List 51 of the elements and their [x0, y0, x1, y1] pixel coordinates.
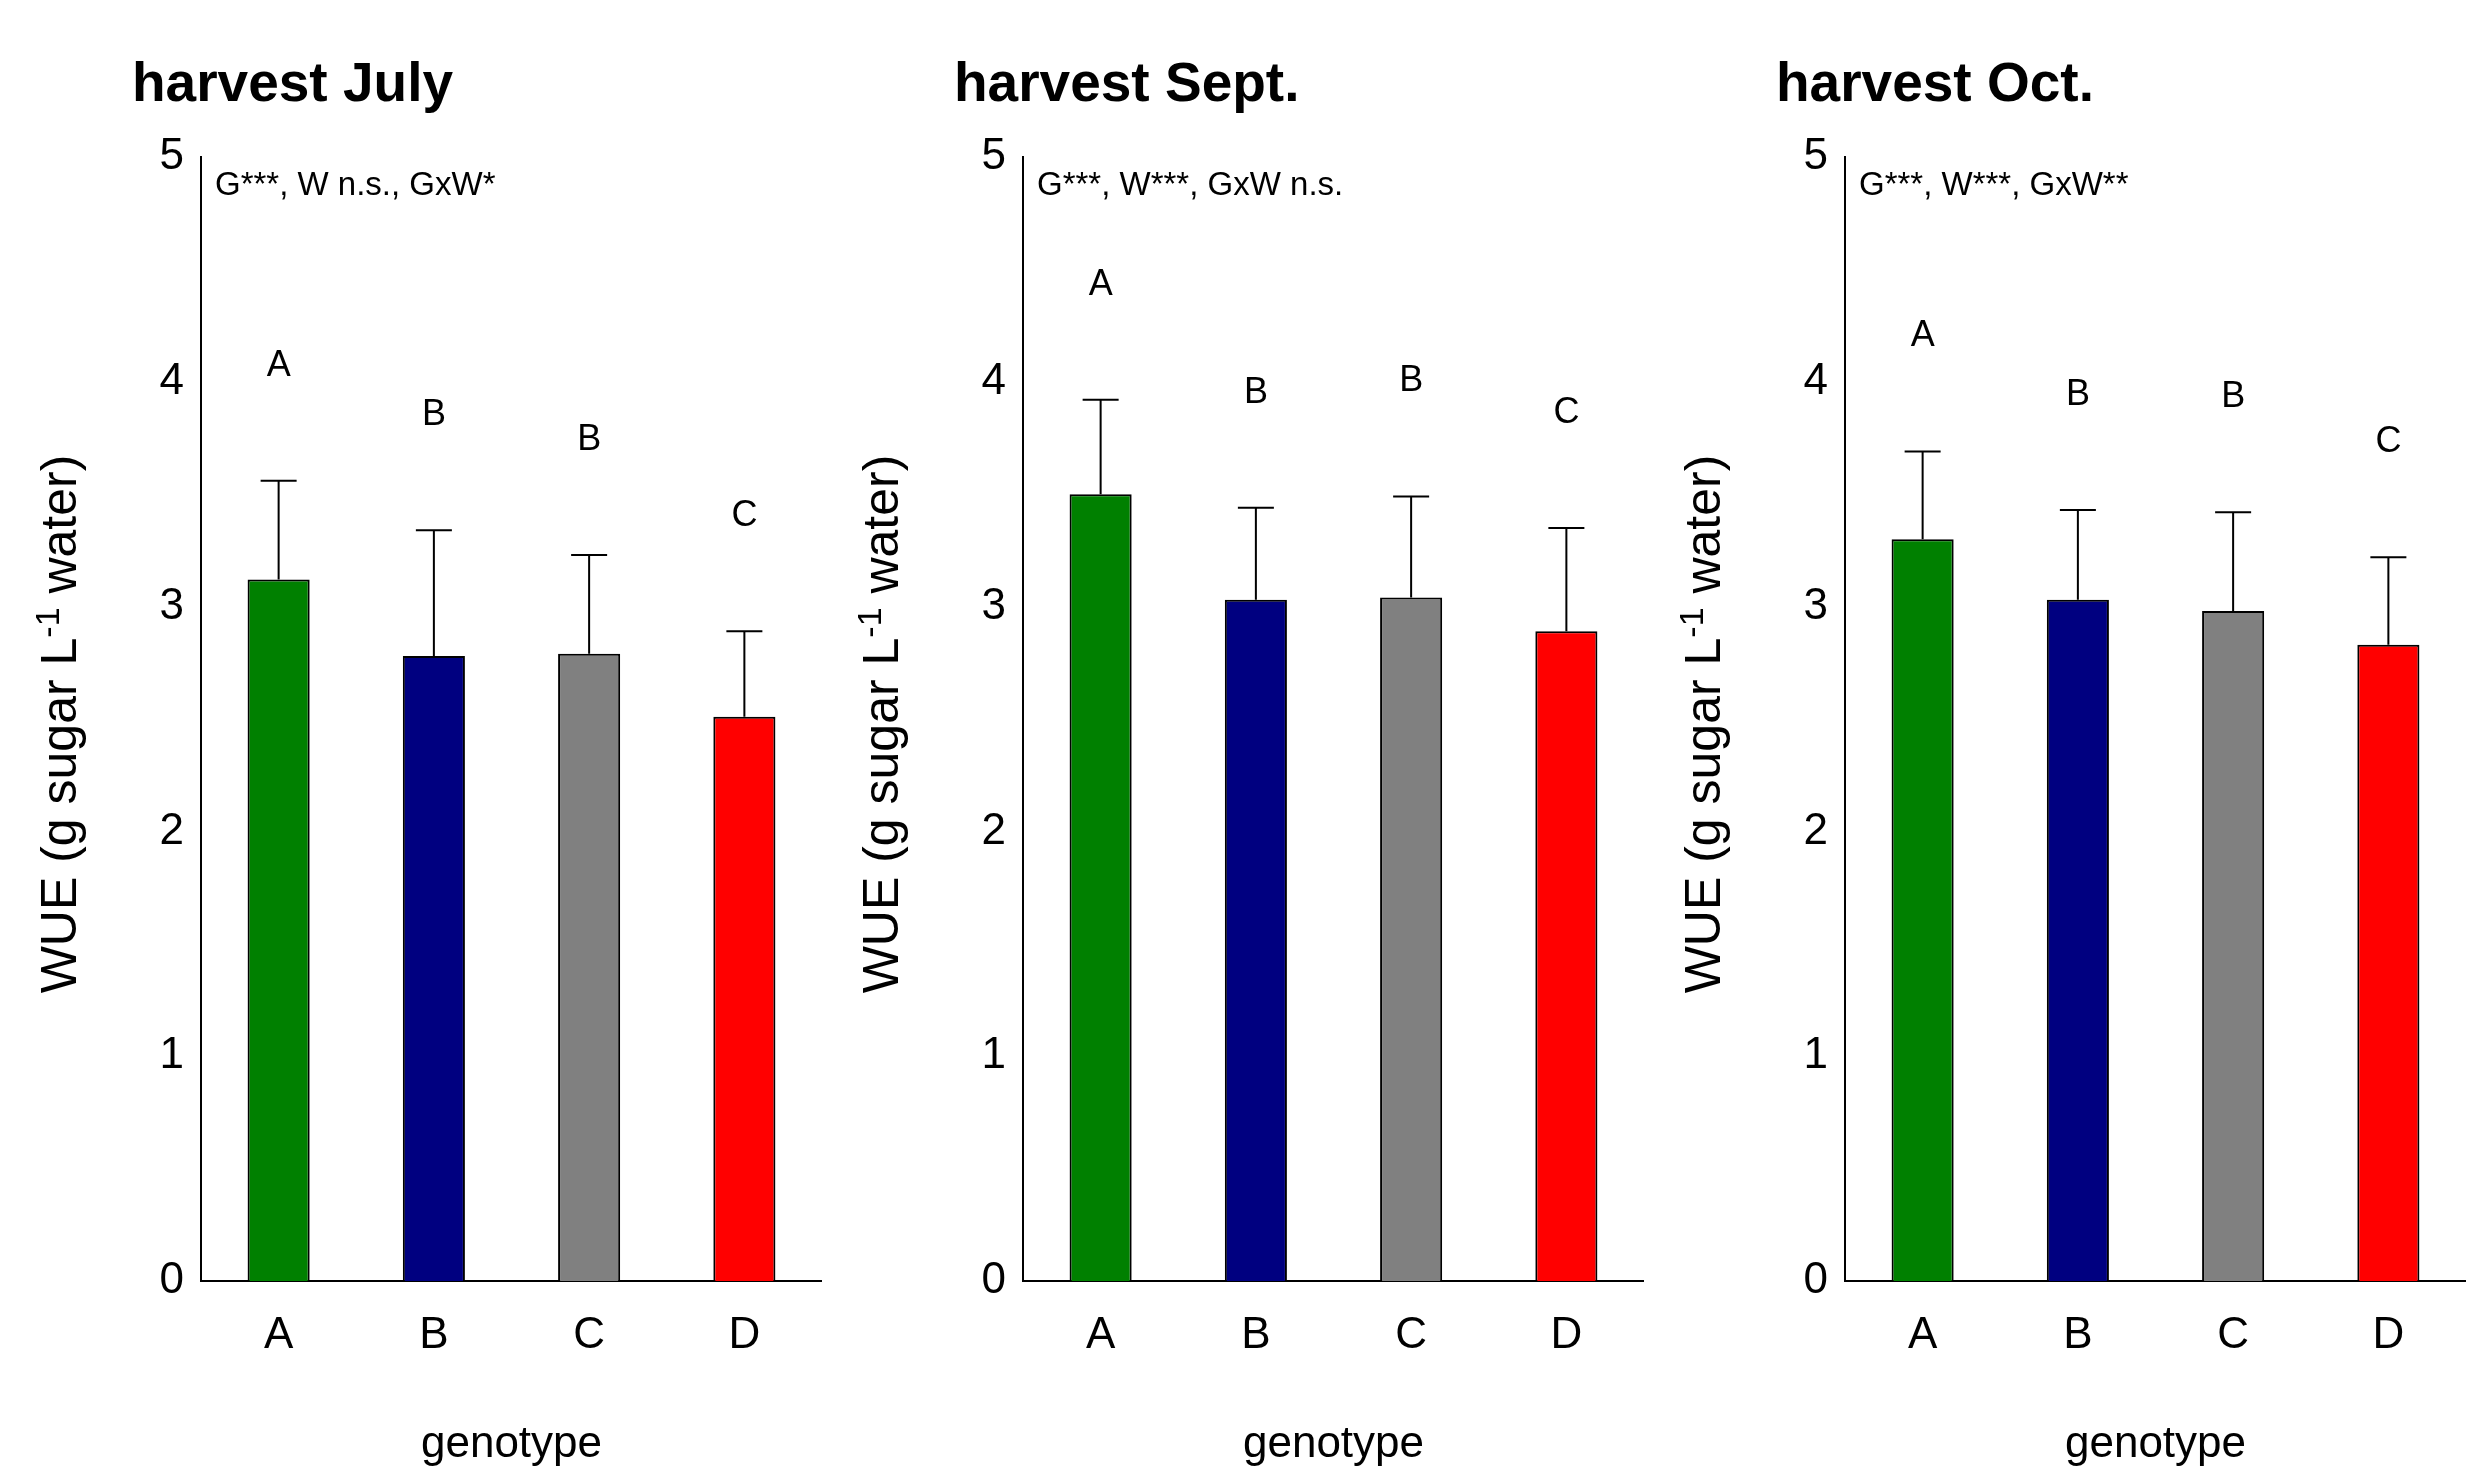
annotation: B [421, 392, 446, 434]
annotation: B [2221, 374, 2246, 416]
x-tick-label: D [1550, 1307, 1583, 1357]
y-tick-label: 5 [981, 129, 1006, 179]
x-tick-label: C [573, 1307, 606, 1357]
x-tick-label: A [1907, 1307, 1938, 1357]
y-tick-label: 1 [981, 1028, 1006, 1078]
y-tick-label: 4 [1803, 353, 1828, 403]
annotation: G***, W***, GxW n.s. [1037, 164, 1344, 202]
x-tick-label: D [728, 1307, 761, 1357]
x-tick-label: D [2372, 1307, 2405, 1357]
y-tick-label: 3 [1803, 578, 1828, 628]
y-tick-label: 0 [1803, 1253, 1828, 1303]
y-tick-label: 1 [1803, 1028, 1828, 1078]
y-tick-label: 4 [159, 353, 184, 403]
y-tick-label: 5 [1803, 129, 1828, 179]
x-axis-title: genotype [420, 1416, 603, 1466]
y-tick-label: 5 [159, 129, 184, 179]
x-tick-label: A [1085, 1307, 1116, 1357]
y-tick-label: 0 [159, 1253, 184, 1303]
y-tick-label: 3 [159, 578, 184, 628]
y-tick-label: 2 [1803, 803, 1828, 853]
annotation: B [577, 416, 602, 458]
x-axis-title: genotype [1242, 1416, 1425, 1466]
y-tick-label: 1 [159, 1028, 184, 1078]
x-tick-label: B [1241, 1307, 1271, 1357]
y-tick-label: 2 [159, 803, 184, 853]
x-tick-label: B [2063, 1307, 2093, 1357]
annotation: B [2065, 371, 2090, 413]
y-tick-label: 3 [981, 578, 1006, 628]
annotation: A [266, 342, 291, 384]
annotation: G***, W n.s., GxW* [215, 164, 496, 202]
x-tick-label: A [263, 1307, 294, 1357]
y-tick-label: 2 [981, 803, 1006, 853]
annotation: C [1553, 389, 1580, 431]
x-tick-label: C [2217, 1307, 2250, 1357]
y-tick-label: 0 [981, 1253, 1006, 1303]
x-axis-title: genotype [2064, 1416, 2247, 1466]
chart-title: harvest Oct. [1776, 50, 2094, 114]
y-tick-label: 4 [981, 353, 1006, 403]
annotation: A [1088, 261, 1113, 303]
chart-title: harvest July [132, 50, 454, 114]
annotation: C [2375, 419, 2402, 461]
x-tick-label: C [1395, 1307, 1428, 1357]
annotation: B [1243, 369, 1268, 411]
annotation: G***, W***, GxW** [1859, 164, 2129, 202]
annotation: A [1910, 313, 1935, 355]
annotation: B [1399, 358, 1424, 400]
annotation: C [731, 493, 758, 535]
x-tick-label: B [419, 1307, 449, 1357]
chart-title: harvest Sept. [954, 50, 1300, 114]
